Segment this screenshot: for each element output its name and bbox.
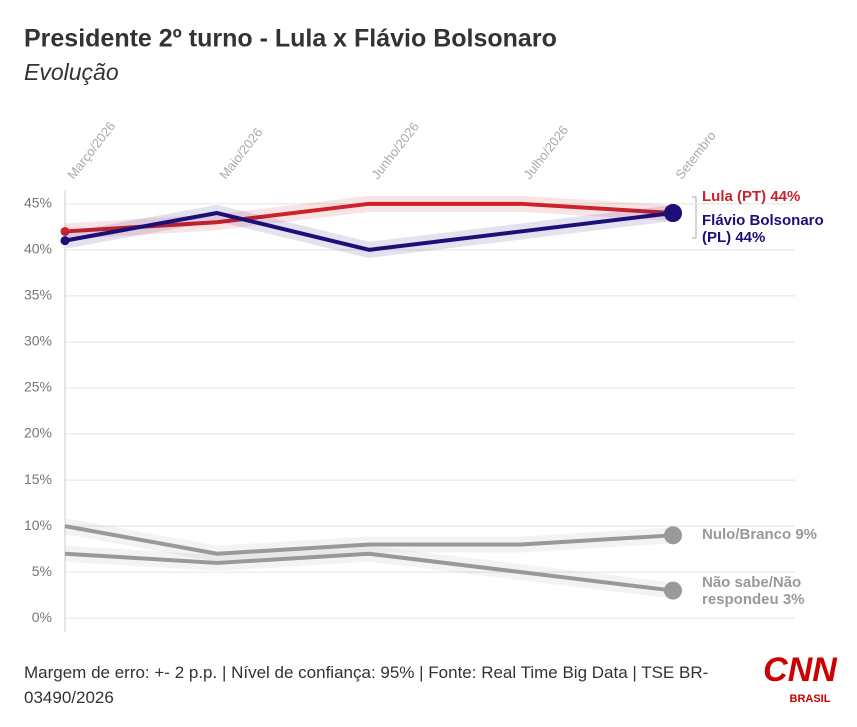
y-tick-label: 30% — [24, 333, 52, 349]
end-label: (PL) 44% — [702, 229, 765, 246]
chart-subtitle: Evolução — [24, 59, 119, 85]
y-tick-label: 40% — [24, 241, 52, 257]
series-line — [64, 211, 674, 252]
y-tick-label: 45% — [24, 195, 52, 211]
logo-sub: BRASIL — [790, 693, 831, 705]
series-line — [64, 524, 674, 556]
x-tick-label: Julho/2026 — [520, 123, 571, 182]
start-dot — [60, 236, 70, 246]
y-tick-label: 5% — [32, 563, 52, 579]
x-tick-label: Junho/2026 — [368, 119, 422, 182]
end-dot — [664, 526, 682, 545]
end-dot — [664, 204, 682, 223]
y-tick-label: 0% — [32, 609, 52, 625]
end-dot — [664, 581, 682, 600]
series-line — [64, 201, 674, 234]
x-tick-label: Março/2026 — [64, 119, 118, 182]
x-tick-label: Setembro — [672, 128, 719, 182]
y-tick-label: 15% — [24, 471, 52, 487]
series-line — [64, 551, 674, 593]
end-label: Lula (PT) 44% — [702, 188, 800, 205]
y-tick-label: 20% — [24, 425, 52, 441]
footer: Margem de erro: +- 2 p.p. | Nível de con… — [24, 663, 709, 707]
y-tick-label: 10% — [24, 517, 52, 533]
end-label: Nulo/Branco 9% — [702, 526, 817, 543]
end-label: Flávio Bolsonaro — [702, 212, 824, 229]
x-tick-label: Maio/2026 — [216, 125, 265, 182]
y-tick-label: 35% — [24, 287, 52, 303]
y-tick-label: 25% — [24, 379, 52, 395]
label-bracket — [692, 196, 697, 239]
end-label: Não sabe/Não — [702, 574, 801, 591]
chart-title: Presidente 2º turno - Lula x Flávio Bols… — [24, 25, 557, 53]
logo: CNN — [763, 651, 838, 689]
start-dot — [60, 226, 70, 236]
end-label: respondeu 3% — [702, 591, 805, 608]
error-band — [63, 205, 674, 258]
